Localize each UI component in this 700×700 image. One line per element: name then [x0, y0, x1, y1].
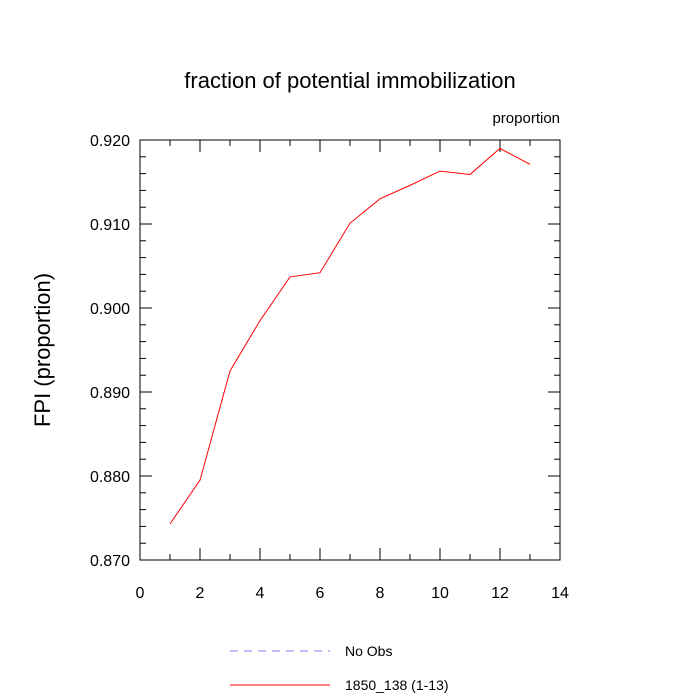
y-tick-label: 0.900 [90, 301, 130, 318]
y-tick-label: 0.920 [90, 133, 130, 150]
chart-title: fraction of potential immobilization [184, 68, 515, 93]
legend-label-no-obs: No Obs [345, 643, 392, 659]
y-tick-label: 0.910 [90, 217, 130, 234]
units-label: proportion [492, 110, 560, 127]
series-line [169, 147, 531, 525]
y-tick-label: 0.870 [90, 553, 130, 570]
x-tick-label: 12 [491, 585, 509, 602]
y-axis-label: FPI (proportion) [30, 273, 55, 427]
series-layer [169, 147, 531, 525]
x-tick-label: 6 [316, 585, 325, 602]
legend: No Obs 1850_138 (1-13) [230, 643, 449, 693]
axis-ticks: 0 2 4 6 8 10 12 14 0.870 0.880 0.890 0.900 0.910 0.92… [90, 133, 569, 602]
x-tick-label: 2 [196, 585, 205, 602]
x-tick-label: 8 [376, 585, 385, 602]
x-tick-label: 10 [431, 585, 449, 602]
y-tick-label: 0.880 [90, 469, 130, 486]
y-tick-label: 0.890 [90, 385, 130, 402]
x-tick-label: 4 [256, 585, 265, 602]
x-tick-label: 14 [551, 585, 569, 602]
legend-label-series: 1850_138 (1-13) [345, 677, 449, 693]
plot-frame [139, 139, 561, 561]
x-tick-label: 0 [136, 585, 145, 602]
